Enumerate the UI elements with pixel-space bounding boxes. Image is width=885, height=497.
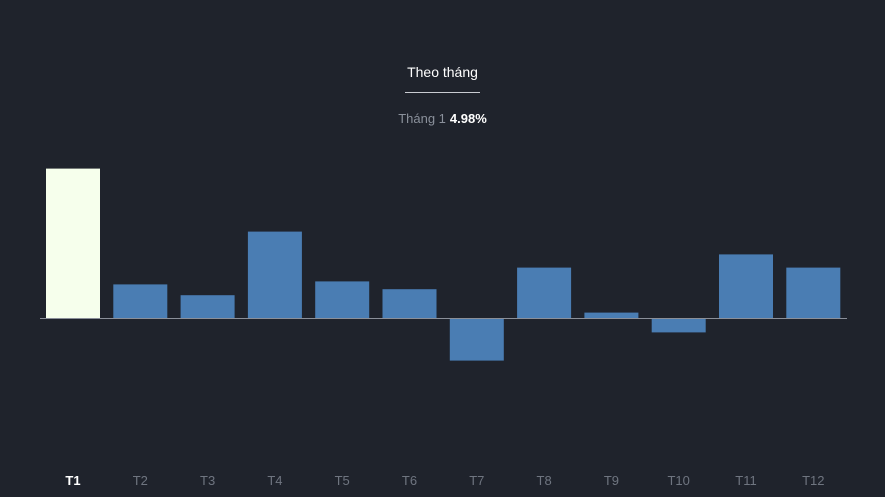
readout-month-label: Tháng 1 xyxy=(398,111,446,126)
bar-t8[interactable] xyxy=(517,267,572,318)
tick-label-t10[interactable]: T10 xyxy=(667,473,689,488)
tab-active-underline xyxy=(405,92,480,93)
bar-t10[interactable] xyxy=(651,318,706,333)
tick-label-t12[interactable]: T12 xyxy=(802,473,824,488)
tick-label-t7[interactable]: T7 xyxy=(469,473,484,488)
readout-value: 4.98% xyxy=(449,111,487,126)
tick-label-t4[interactable]: T4 xyxy=(267,473,282,488)
tick-label-t6[interactable]: T6 xyxy=(402,473,417,488)
bar-t2[interactable] xyxy=(113,284,168,318)
tick-label-t5[interactable]: T5 xyxy=(335,473,350,488)
tick-label-t11[interactable]: T11 xyxy=(735,473,756,488)
tick-label-t2[interactable]: T2 xyxy=(133,473,148,488)
bar-t5[interactable] xyxy=(315,281,370,318)
bar-t11[interactable] xyxy=(719,254,773,318)
tick-label-t9[interactable]: T9 xyxy=(604,473,619,488)
bar-t7[interactable] xyxy=(449,318,504,361)
tick-label-t8[interactable]: T8 xyxy=(537,473,552,488)
tick-label-t1[interactable]: T1 xyxy=(65,473,80,488)
bar-t12[interactable] xyxy=(786,267,841,318)
tab-monthly[interactable]: Theo tháng xyxy=(407,64,478,80)
value-readout: Tháng 1 4.98% xyxy=(0,111,885,126)
bar-t9[interactable] xyxy=(584,312,639,318)
bar-t1[interactable] xyxy=(46,168,100,318)
bar-t4[interactable] xyxy=(247,231,302,318)
bar-t6[interactable] xyxy=(382,289,437,318)
tick-label-t3[interactable]: T3 xyxy=(200,473,215,488)
bar-t3[interactable] xyxy=(180,295,235,318)
